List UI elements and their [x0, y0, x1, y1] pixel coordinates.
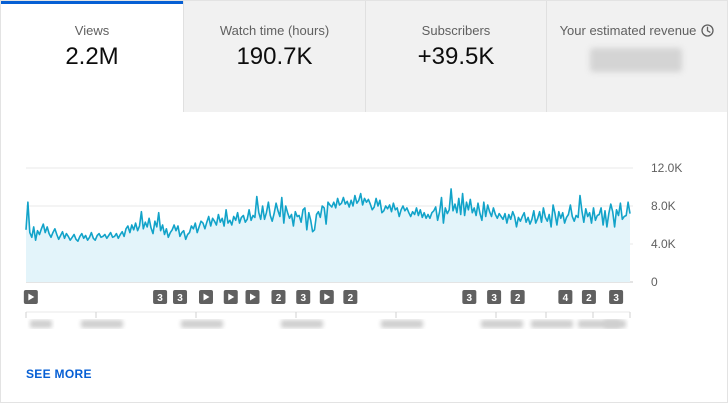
- video-published-marker[interactable]: [223, 290, 238, 304]
- x-tick-label-obscured: [531, 320, 573, 328]
- active-tab-indicator: [1, 1, 183, 4]
- event-count-marker[interactable]: 4: [558, 290, 573, 304]
- tab-views[interactable]: Views 2.2M: [1, 1, 183, 112]
- svg-text:3: 3: [491, 293, 497, 304]
- event-count-marker[interactable]: 3: [296, 290, 311, 304]
- event-count-marker[interactable]: 2: [343, 290, 358, 304]
- see-more-link[interactable]: SEE MORE: [26, 367, 92, 381]
- video-published-marker[interactable]: [245, 290, 260, 304]
- revenue-value-obscured: [590, 48, 682, 72]
- svg-text:2: 2: [276, 293, 282, 304]
- svg-text:2: 2: [515, 293, 521, 304]
- clock-icon[interactable]: [701, 24, 715, 37]
- event-count-marker[interactable]: 3: [609, 290, 624, 304]
- tab-estimated-revenue[interactable]: Your estimated revenue: [546, 1, 727, 112]
- chart-svg: 12.0K 8.0K 4.0K 0 3 3 2 3 2 3 3 2 4 2 3: [23, 161, 682, 328]
- event-count-marker[interactable]: 2: [510, 290, 525, 304]
- svg-text:3: 3: [613, 293, 619, 304]
- metric-tabs: Views 2.2M Watch time (hours) 190.7K Sub…: [1, 1, 727, 112]
- svg-text:3: 3: [157, 293, 163, 304]
- event-count-marker[interactable]: 3: [173, 290, 188, 304]
- svg-text:3: 3: [300, 293, 306, 304]
- video-published-marker[interactable]: [319, 290, 334, 304]
- y-tick-label: 8.0K: [651, 199, 676, 213]
- x-tick-label-obscured: [381, 320, 423, 328]
- views-series-line[interactable]: [25, 188, 631, 242]
- svg-text:2: 2: [586, 293, 592, 304]
- event-count-marker[interactable]: 3: [462, 290, 477, 304]
- tab-subscribers[interactable]: Subscribers +39.5K: [365, 1, 546, 112]
- svg-text:2: 2: [348, 293, 354, 304]
- x-tick-label-obscured: [81, 320, 123, 328]
- tab-watch-time[interactable]: Watch time (hours) 190.7K: [183, 1, 365, 112]
- views-chart: 12.0K 8.0K 4.0K 0 3 3 2 3 2 3 3 2 4 2 3: [1, 151, 727, 351]
- tab-label: Your estimated revenue: [559, 23, 697, 38]
- x-tick-label-obscured: [30, 320, 52, 328]
- x-tick-label-obscured: [481, 320, 523, 328]
- event-count-marker[interactable]: 3: [487, 290, 502, 304]
- x-tick-label-obscured: [181, 320, 223, 328]
- svg-text:4: 4: [563, 293, 569, 304]
- revenue-label-row: Your estimated revenue: [547, 23, 727, 38]
- video-published-marker[interactable]: [23, 290, 38, 304]
- tab-label-wrap: Your estimated revenue: [547, 23, 727, 38]
- svg-text:3: 3: [177, 293, 183, 304]
- event-count-marker[interactable]: 2: [581, 290, 596, 304]
- y-tick-label: 0: [651, 275, 658, 289]
- tab-label: Subscribers: [421, 23, 491, 38]
- x-tick-label-obscured: [604, 320, 626, 328]
- tab-value: 2.2M: [65, 43, 119, 70]
- tab-value: +39.5K: [417, 43, 495, 70]
- y-tick-label: 4.0K: [651, 237, 676, 251]
- video-published-marker[interactable]: [198, 290, 213, 304]
- event-count-marker[interactable]: 2: [271, 290, 286, 304]
- svg-text:3: 3: [467, 293, 473, 304]
- tab-label: Watch time (hours): [219, 23, 330, 38]
- event-count-marker[interactable]: 3: [153, 290, 168, 304]
- y-tick-label: 12.0K: [651, 161, 682, 175]
- x-tick-label-obscured: [281, 320, 323, 328]
- tab-value: 190.7K: [236, 43, 313, 70]
- tab-label: Views: [74, 23, 110, 38]
